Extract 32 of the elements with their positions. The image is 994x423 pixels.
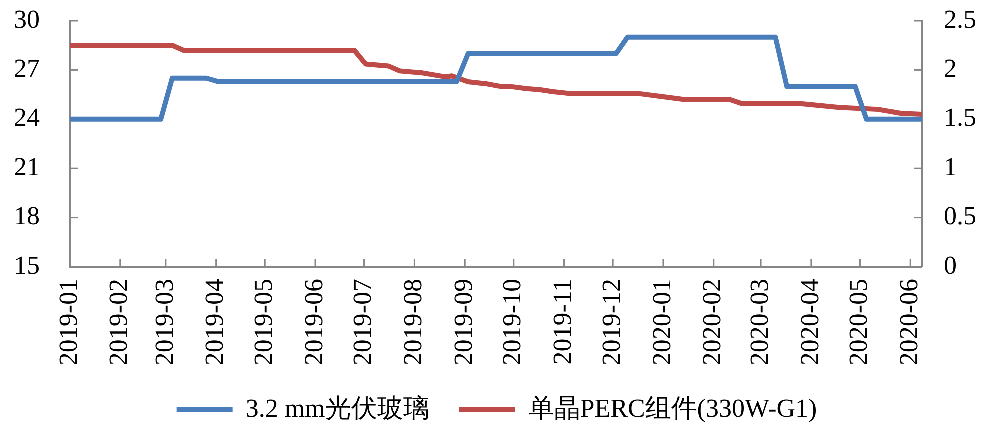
y2-tick-label: 2 [944, 54, 957, 84]
y2-tick-label: 0.5 [944, 202, 976, 231]
y-tick-label: 27 [14, 54, 40, 84]
x-tick-label: 2019-03 [150, 279, 179, 366]
y-tick-label: 18 [14, 202, 40, 231]
y-tick-label: 24 [14, 103, 40, 132]
x-tick-label: 2019-12 [596, 279, 626, 366]
x-tick-label: 2019-02 [104, 279, 134, 366]
y2-tick-label: 1.5 [944, 103, 976, 132]
x-tick-label: 2020-03 [744, 279, 774, 366]
x-tick-label: 2020-06 [894, 279, 924, 366]
y2-tick-label: 1 [944, 152, 957, 182]
x-tick-label: 2019-09 [448, 279, 478, 366]
x-tick-label: 2019-07 [348, 279, 378, 366]
x-tick-label: 2019-10 [498, 279, 527, 366]
legend-label: 单晶PERC组件(330W-G1) [528, 394, 818, 423]
legend-label: 3.2 mm光伏玻璃 [246, 394, 430, 423]
x-tick-label: 2019-01 [54, 279, 83, 366]
x-tick-label: 2019-08 [398, 279, 428, 366]
x-tick-label: 2019-05 [248, 279, 278, 366]
x-tick-label: 2020-02 [698, 279, 727, 366]
x-tick-label: 2019-04 [200, 279, 230, 366]
y-tick-label: 30 [14, 4, 40, 34]
y-tick-label: 21 [14, 152, 40, 182]
x-tick-label: 2020-05 [844, 279, 874, 366]
x-tick-label: 2019-11 [548, 279, 578, 365]
x-tick-label: 2020-01 [647, 279, 676, 366]
x-tick-label: 2019-06 [299, 279, 328, 366]
y2-tick-label: 0 [944, 250, 957, 280]
x-tick-label: 2020-04 [795, 279, 824, 366]
y2-tick-label: 2.5 [944, 4, 976, 34]
y-tick-label: 15 [14, 250, 40, 280]
